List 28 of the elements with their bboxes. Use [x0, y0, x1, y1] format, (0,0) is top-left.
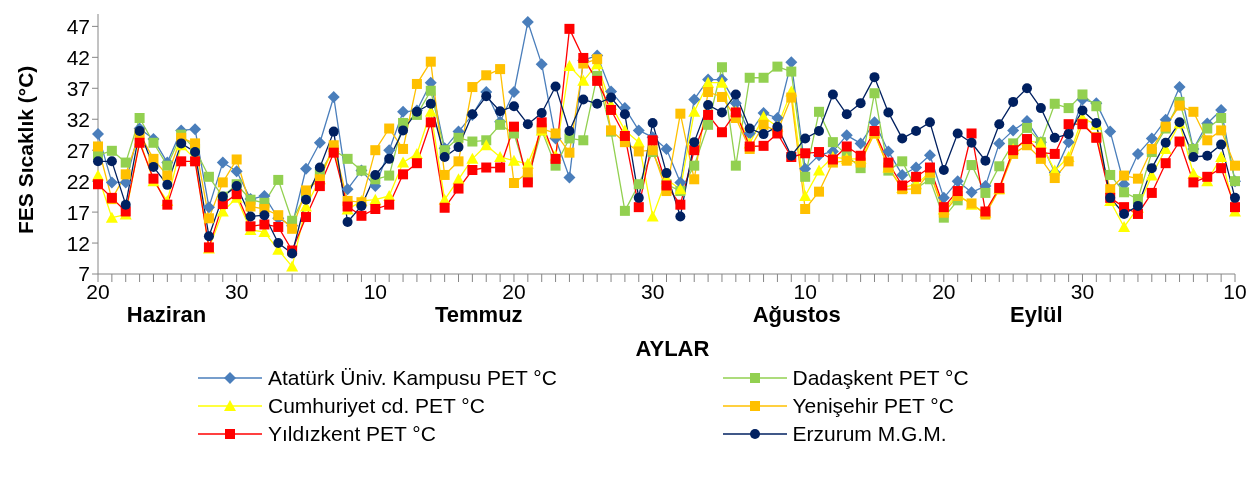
x-tick-label: 20 — [932, 279, 956, 303]
x-tick-label: 30 — [224, 279, 249, 303]
y-tick-label: 27 — [66, 138, 90, 162]
y-tick-label: 22 — [66, 169, 90, 193]
legend-label: Dadaşkent PET °C — [792, 366, 969, 390]
legend-label: Cumhuriyet cd. PET °C — [268, 394, 485, 418]
legend-label: Yıldızkent PET °C — [268, 422, 436, 446]
y-axis-title: FES Sıcaklık (°C) — [14, 65, 38, 234]
y-tick-label: 42 — [66, 45, 90, 69]
x-tick-label: 30 — [1070, 279, 1095, 303]
y-tick-label: 47 — [66, 14, 90, 38]
text: Eylül — [1010, 302, 1063, 328]
y-tick-label: 12 — [66, 231, 90, 255]
x-tick-label: 10 — [1223, 279, 1247, 303]
legend-label: Erzurum M.G.M. — [792, 422, 947, 446]
x-axis-title: AYLAR — [634, 336, 711, 362]
text: Temmuz — [435, 302, 523, 328]
legend-label: Yenişehir PET °C — [792, 394, 954, 418]
text: Haziran — [126, 302, 207, 328]
x-tick-label: 10 — [363, 279, 387, 303]
x-tick-label: 20 — [502, 279, 526, 303]
x-tick-label: 10 — [793, 279, 817, 303]
legend-label: Atatürk Üniv. Kampusu PET °C — [268, 366, 557, 390]
y-tick-label: 17 — [66, 200, 90, 224]
text: Ağustos — [752, 302, 841, 328]
y-tick-label: 32 — [66, 107, 90, 131]
x-tick-label: 30 — [640, 279, 665, 303]
y-tick-label: 37 — [66, 76, 90, 100]
